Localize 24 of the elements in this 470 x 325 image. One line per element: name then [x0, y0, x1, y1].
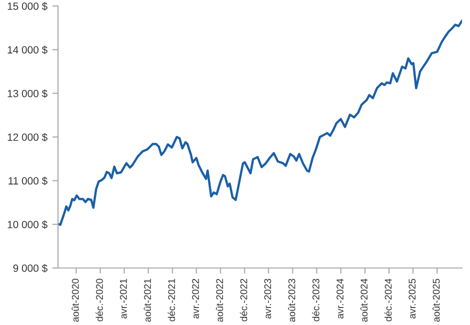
x-tick-label: déc.-2024: [384, 278, 392, 322]
x-tick-label: avr.-2022: [192, 278, 199, 319]
y-tick-label: 10 000 $: [8, 220, 48, 229]
y-tick-label: 13 000 $: [8, 89, 48, 98]
x-tick-label: août-2023: [288, 278, 296, 322]
y-tick-label: 11 000 $: [8, 176, 48, 186]
x-tick-label: août-2021: [144, 278, 151, 322]
y-tick-label: 12 000 $: [8, 133, 48, 142]
x-tick-label: déc.-2023: [312, 278, 320, 322]
x-tick-label: août-2020: [72, 278, 79, 322]
y-tick-label: 9 000 $: [13, 264, 48, 272]
line-series: [58, 20, 462, 226]
y-tick-label: 14 000 $: [8, 46, 48, 54]
x-tick-label: avr.-2021: [120, 278, 127, 319]
x-tick-label: avr.-2024: [336, 278, 344, 319]
x-tick-label: déc.-2022: [240, 278, 248, 322]
x-tick-label: avr.-2023: [264, 278, 272, 319]
x-tick-label: août-2025: [432, 278, 440, 322]
x-tick-label: déc.-2020: [96, 278, 103, 322]
y-tick-label: 15 000 $: [8, 2, 48, 10]
x-tick-label: août-2024: [360, 278, 368, 322]
x-tick-label: août-2022: [216, 278, 224, 322]
x-tick-label: déc.-2021: [168, 278, 176, 322]
x-tick-label: avr.-2025: [408, 278, 416, 319]
